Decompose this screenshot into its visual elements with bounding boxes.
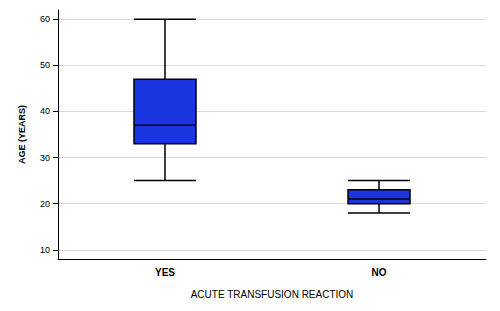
svg-text:ACUTE TRANSFUSION REACTION: ACUTE TRANSFUSION REACTION [191,289,354,300]
svg-text:10: 10 [40,245,50,255]
svg-text:60: 60 [40,14,50,24]
svg-text:30: 30 [40,153,50,163]
svg-text:20: 20 [40,199,50,209]
svg-text:AGE (YEARS): AGE (YEARS) [17,105,27,164]
svg-text:40: 40 [40,106,50,116]
svg-text:YES: YES [155,267,175,278]
svg-text:NO: NO [372,267,387,278]
svg-text:50: 50 [40,60,50,70]
